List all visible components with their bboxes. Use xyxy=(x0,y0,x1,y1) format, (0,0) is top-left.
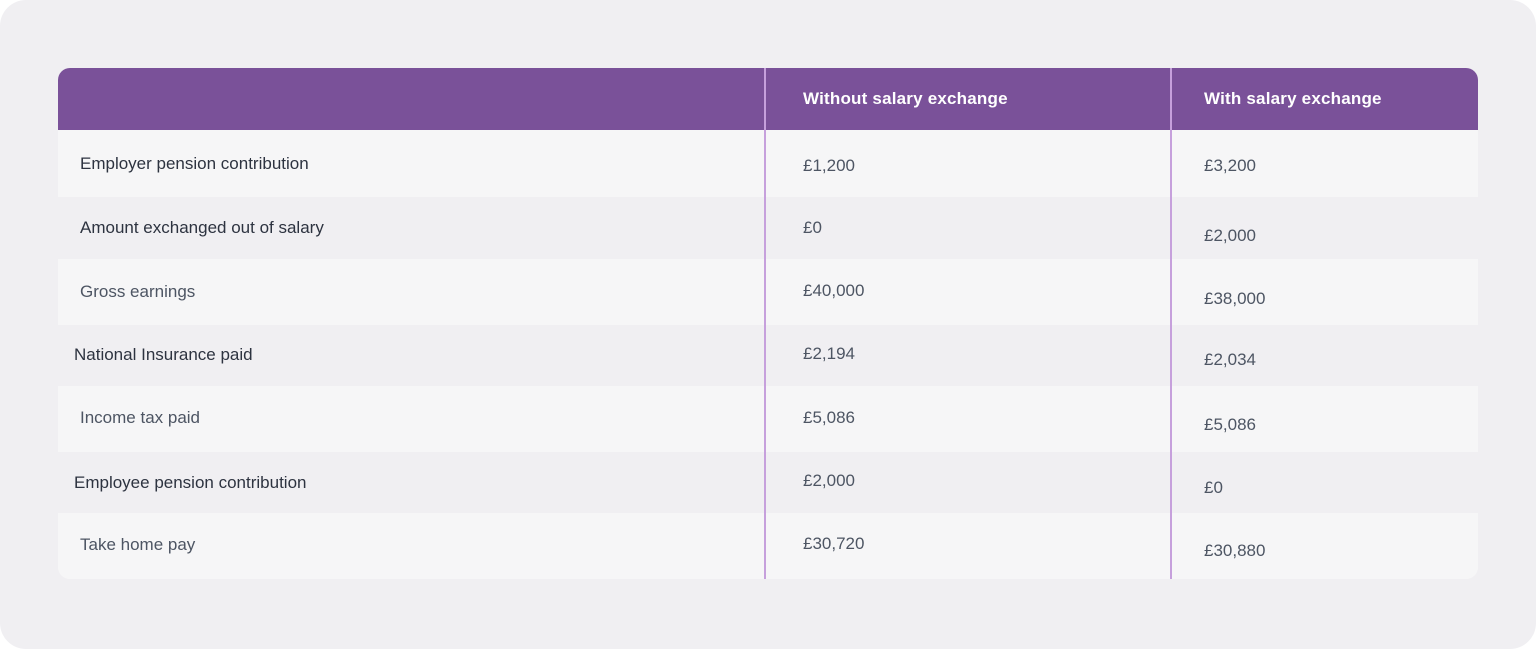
table-row: Employer pension contribution £1,200 £3,… xyxy=(58,130,1478,197)
row-value-with: £2,000 xyxy=(1204,226,1256,245)
row-label: Take home pay xyxy=(80,535,196,554)
row-value-with: £5,086 xyxy=(1204,415,1256,434)
row-value-with: £30,880 xyxy=(1204,541,1266,560)
row-value-with: £38,000 xyxy=(1204,289,1266,308)
table-header: Without salary exchange With salary exch… xyxy=(58,68,1478,130)
row-value-without: £0 xyxy=(803,218,822,237)
row-value-without: £2,194 xyxy=(803,344,855,363)
table-row: Gross earnings £40,000 £38,000 xyxy=(58,259,1478,325)
table-row: Amount exchanged out of salary £0 £2,000 xyxy=(58,197,1478,259)
row-value-without: £2,000 xyxy=(803,471,855,490)
row-label: Income tax paid xyxy=(80,408,201,427)
header-with-salary-exchange: With salary exchange xyxy=(1204,89,1382,108)
row-value-with: £2,034 xyxy=(1204,350,1256,369)
row-label: Employee pension contribution xyxy=(74,473,307,492)
table-row: National Insurance paid £2,194 £2,034 xyxy=(58,325,1478,386)
table-row: Employee pension contribution £2,000 £0 xyxy=(58,452,1478,513)
table-row: Take home pay £30,720 £30,880 xyxy=(58,513,1478,579)
row-value-without: £1,200 xyxy=(803,156,855,175)
row-value-with: £3,200 xyxy=(1204,156,1256,175)
row-value-without: £40,000 xyxy=(803,281,865,300)
row-label: Amount exchanged out of salary xyxy=(80,218,324,237)
column-divider xyxy=(1170,68,1172,579)
row-label: National Insurance paid xyxy=(74,345,253,364)
header-without-salary-exchange: Without salary exchange xyxy=(803,89,1008,108)
salary-exchange-comparison-table: Without salary exchange With salary exch… xyxy=(58,68,1478,579)
row-label: Gross earnings xyxy=(80,282,196,301)
table-row: Income tax paid £5,086 £5,086 xyxy=(58,386,1478,452)
row-value-without: £30,720 xyxy=(803,534,865,553)
row-value-without: £5,086 xyxy=(803,408,855,427)
row-value-with: £0 xyxy=(1204,478,1223,497)
column-divider xyxy=(764,68,766,579)
row-label: Employer pension contribution xyxy=(80,154,309,173)
